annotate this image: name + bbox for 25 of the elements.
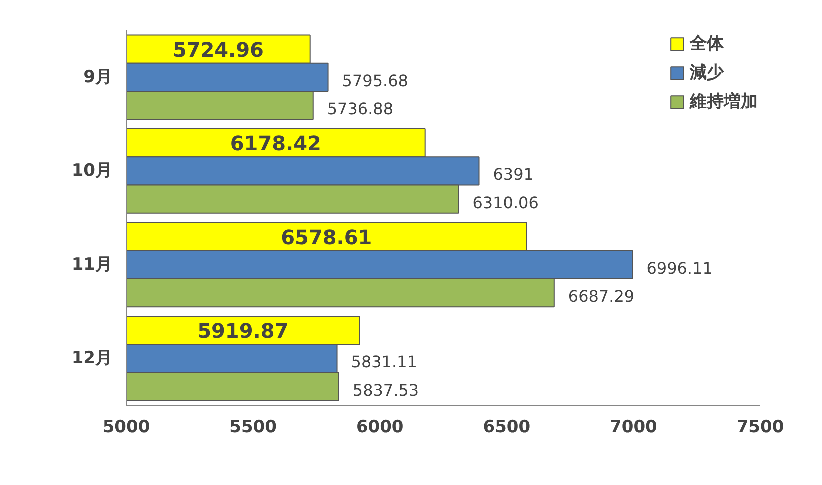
data-label: 5724.96 xyxy=(172,38,264,62)
data-label: 6996.11 xyxy=(646,258,713,278)
y-tick-label: 11月 xyxy=(72,254,113,275)
y-tick-label: 9月 xyxy=(84,67,113,88)
data-label: 5831.11 xyxy=(351,352,418,372)
data-label: 5795.68 xyxy=(342,71,408,90)
data-label: 6310.06 xyxy=(472,193,539,212)
x-tick-label: 5000 xyxy=(102,418,150,438)
data-label: 6391 xyxy=(493,165,534,184)
legend-label: 減少 xyxy=(690,62,724,84)
data-label: 6578.61 xyxy=(281,225,372,250)
y-tick-label: 10月 xyxy=(72,161,113,182)
data-label: 6178.42 xyxy=(230,132,322,156)
data-label: 6687.29 xyxy=(568,287,635,306)
x-tick-label: 7500 xyxy=(736,418,784,438)
y-tick-label: 12月 xyxy=(72,348,113,369)
data-label: 5736.88 xyxy=(327,100,394,118)
data-label: 5919.87 xyxy=(198,319,289,343)
legend-label: 維持増加 xyxy=(690,91,758,113)
data-label: 5837.53 xyxy=(352,380,420,400)
x-tick-label: 6500 xyxy=(483,418,531,438)
x-tick-label: 7000 xyxy=(610,418,658,438)
x-tick-label: 6000 xyxy=(356,418,404,438)
legend-label: 全体 xyxy=(690,33,724,55)
x-tick-label: 5500 xyxy=(230,418,278,438)
